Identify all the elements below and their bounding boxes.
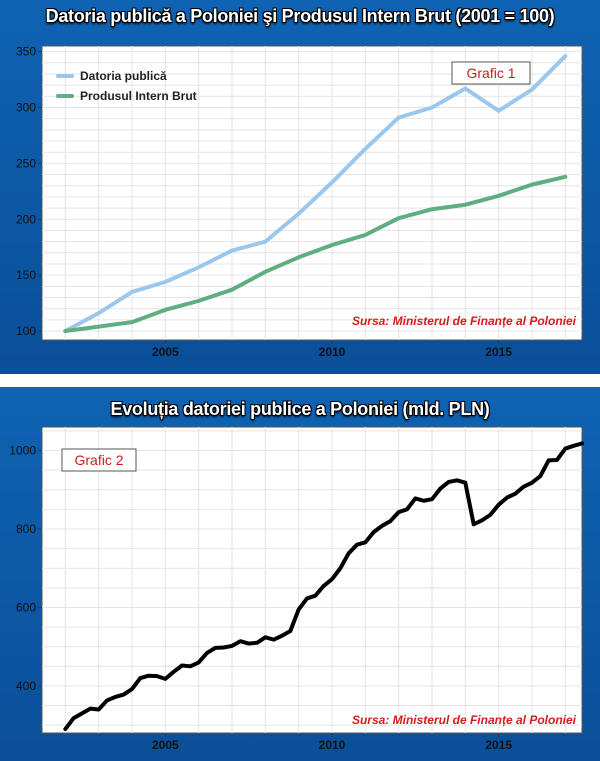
chart-panel-2: Evoluția datoriei publice a Poloniei (ml…	[0, 387, 600, 761]
x-tick-label: 2005	[152, 345, 179, 359]
y-tick-label: 300	[16, 100, 36, 114]
chart-badge-box	[61, 448, 137, 472]
y-tick-label: 400	[16, 679, 36, 693]
x-tick-label: 2010	[319, 738, 346, 752]
series-line-debt	[63, 441, 584, 732]
chart-source: Sursa: Ministerul de Finanțe al Poloniei	[352, 713, 577, 727]
x-tick-label: 2015	[485, 738, 512, 752]
y-tick-label: 200	[16, 212, 36, 226]
y-tick-label: 600	[16, 600, 36, 614]
series-line-datoria-public-	[63, 54, 568, 334]
chart-2-svg: 400 600 800 1000 2005 2010 2015 Grafic 2 Sursa: …	[9, 426, 584, 752]
y-tick-label: 350	[16, 45, 36, 59]
x-tick-label: 2015	[485, 345, 512, 359]
y-tick-label: 800	[16, 522, 36, 536]
y-tick-label: 1000	[9, 444, 36, 458]
legend-label: Produsul Intern Brut	[80, 89, 197, 103]
series-line-produsul-intern-brut	[63, 174, 568, 334]
plot-area	[41, 426, 583, 734]
x-tick-label: 2010	[319, 345, 346, 359]
y-tick-label: 150	[16, 268, 36, 282]
chart-badge: Grafic 1	[466, 65, 515, 81]
chart-badge-box	[451, 61, 531, 85]
chart-1-title: Datoria publică a Poloniei şi Produsul I…	[45, 6, 555, 26]
y-tick-label: 250	[16, 156, 36, 170]
chart-1-svg: 100 150 200 250 300 350 2005 2010 2015 Datoria pu…	[16, 45, 583, 359]
chart-badge: Grafic 2	[74, 452, 123, 468]
y-tick-label: 100	[16, 324, 36, 338]
chart-2-title: Evoluția datoriei publice a Poloniei (ml…	[110, 399, 490, 419]
legend-label: Datoria publică	[80, 69, 167, 83]
chart-panel-1: Datoria publică a Poloniei şi Produsul I…	[0, 0, 600, 374]
x-tick-label: 2005	[152, 738, 179, 752]
chart-source: Sursa: Ministerul de Finanțe al Poloniei	[352, 314, 577, 328]
